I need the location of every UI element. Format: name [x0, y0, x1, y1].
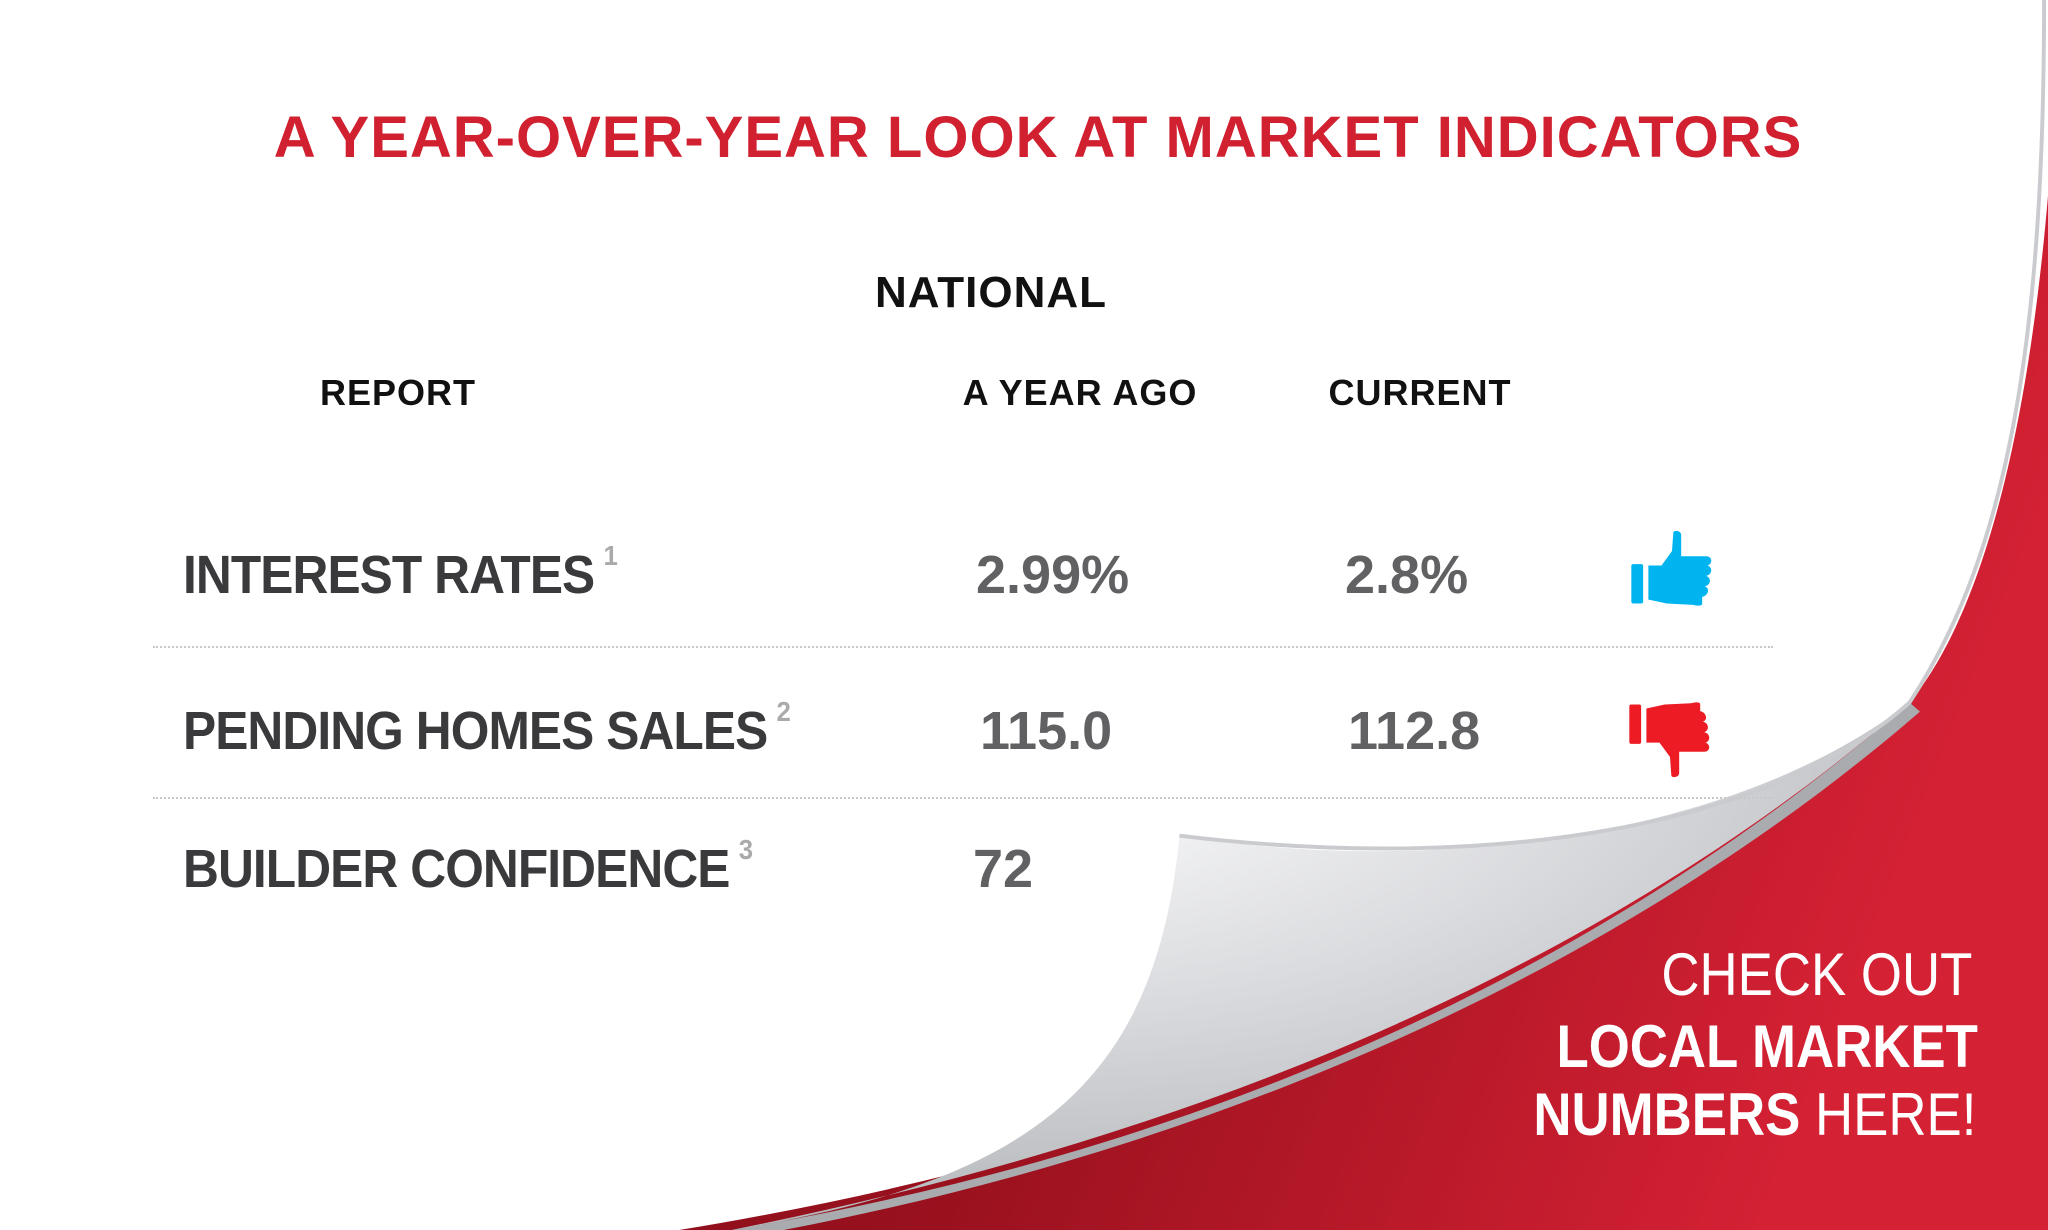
footnote: 2 — [776, 696, 790, 727]
year-ago-value: 115.0 — [980, 701, 1113, 761]
cta-line-1[interactable]: CHECK OUT — [1661, 941, 1972, 1008]
year-ago-value: 72 — [973, 839, 1034, 899]
column-header-report: REPORT — [319, 372, 476, 413]
cta-line-2[interactable]: LOCAL MARKET — [1556, 1013, 1978, 1080]
thumbs-up-icon — [1631, 530, 1712, 606]
section-heading: NATIONAL — [874, 268, 1108, 317]
column-header-current: CURRENT — [1328, 372, 1512, 413]
footnote: 3 — [738, 834, 753, 865]
red-corner — [679, 195, 2048, 1230]
row-label-builder-confidence: BUILDER CONFIDENCE 3 — [183, 834, 753, 899]
current-value: 2.8% — [1345, 545, 1469, 605]
page-title: A YEAR-OVER-YEAR LOOK AT MARKET INDICATO… — [273, 105, 1803, 170]
page-edge — [1179, 0, 2047, 851]
row-divider — [153, 797, 1773, 799]
thumbs-down-icon — [1629, 702, 1710, 778]
row-divider — [153, 646, 1773, 648]
year-ago-value: 2.99% — [976, 545, 1130, 605]
cta-line-3[interactable]: NUMBERS HERE! — [1533, 1081, 1976, 1148]
current-value: 112.8 — [1348, 701, 1481, 761]
footnote: 1 — [603, 540, 617, 571]
row-label-pending-home-sales: PENDING HOMES SALES 2 — [183, 696, 791, 761]
column-header-year-ago: A YEAR AGO — [962, 372, 1198, 413]
page-curl — [731, 702, 1910, 1230]
row-label-interest-rates: INTEREST RATES 1 — [183, 540, 618, 605]
